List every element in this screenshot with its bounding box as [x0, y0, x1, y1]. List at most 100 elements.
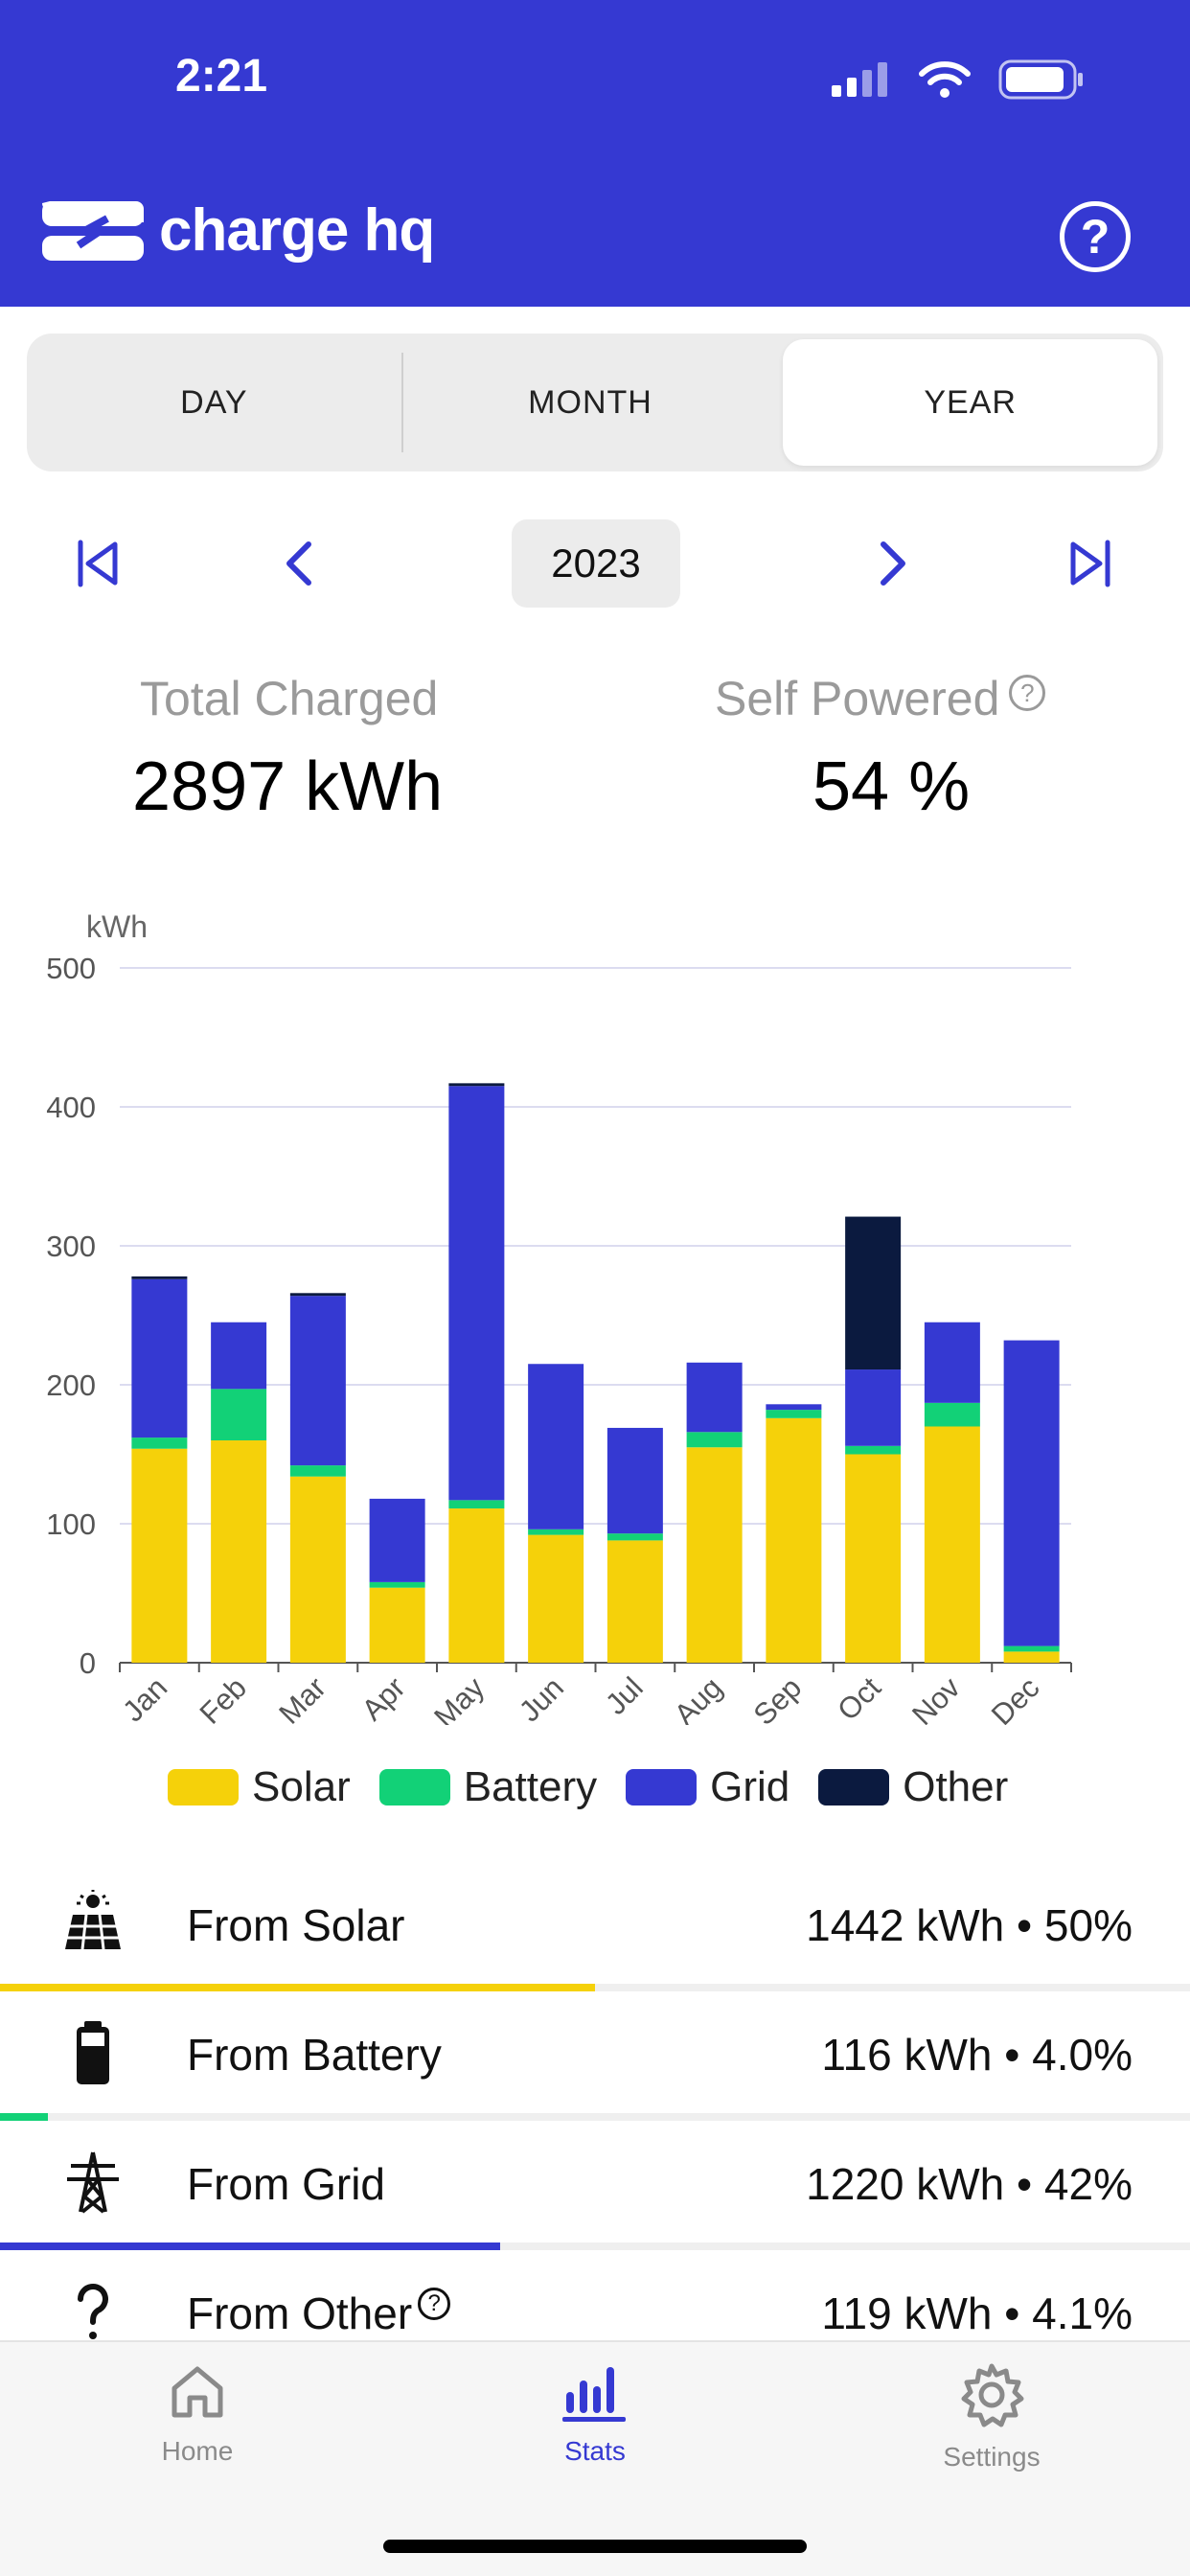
bar-grid-dec[interactable]: [1003, 1340, 1060, 1646]
x-tick-label: Jun: [513, 1670, 570, 1725]
legend-item-solar[interactable]: Solar: [168, 1763, 351, 1811]
y-tick-label: 300: [46, 1230, 96, 1263]
source-label-text: From Solar: [187, 1900, 405, 1950]
bottom-tab-bar: Home Stats Settings: [0, 2340, 1190, 2576]
bar-grid-jan[interactable]: [131, 1278, 188, 1438]
source-label: From Other?: [187, 2288, 451, 2339]
first-period-button[interactable]: [69, 535, 126, 592]
tab-stats-label: Stats: [564, 2436, 626, 2466]
bar-other-jan[interactable]: [131, 1276, 188, 1279]
bar-solar-aug[interactable]: [686, 1447, 743, 1663]
legend-swatch: [378, 1769, 450, 1806]
legend-item-battery[interactable]: Battery: [378, 1763, 598, 1811]
legend-swatch: [626, 1769, 698, 1806]
tab-year[interactable]: YEAR: [783, 339, 1158, 466]
battery-status-icon: [998, 59, 1083, 100]
gear-icon: [961, 2363, 1024, 2427]
bar-battery-jul[interactable]: [606, 1533, 663, 1541]
bar-other-may[interactable]: [448, 1083, 505, 1087]
legend-label: Battery: [463, 1763, 598, 1810]
bar-grid-apr[interactable]: [369, 1498, 425, 1582]
pylon-icon: [59, 2149, 126, 2216]
bar-battery-nov[interactable]: [924, 1402, 980, 1427]
bar-solar-sep[interactable]: [766, 1417, 822, 1663]
bar-solar-apr[interactable]: [369, 1587, 425, 1663]
bar-grid-nov[interactable]: [924, 1322, 980, 1403]
bar-battery-may[interactable]: [448, 1500, 505, 1509]
tab-stats[interactable]: Stats: [499, 2361, 691, 2467]
bar-grid-mar[interactable]: [289, 1296, 346, 1466]
bar-solar-oct[interactable]: [845, 1454, 902, 1664]
bar-grid-jun[interactable]: [528, 1364, 584, 1530]
solar-panel-icon: [59, 1890, 126, 1957]
bar-battery-apr[interactable]: [369, 1581, 425, 1588]
y-tick-label: 200: [46, 1368, 96, 1402]
bar-solar-jan[interactable]: [131, 1448, 188, 1663]
bar-other-mar[interactable]: [289, 1293, 346, 1297]
bar-battery-oct[interactable]: [845, 1445, 902, 1455]
y-tick-label: 500: [46, 952, 96, 985]
source-row-from-other[interactable]: From Other? 119 kWh • 4.1%: [0, 2249, 1190, 2380]
bar-grid-jul[interactable]: [606, 1427, 663, 1534]
bar-solar-mar[interactable]: [289, 1476, 346, 1663]
skip-first-icon: [78, 540, 118, 587]
source-progress-track: [0, 2242, 1190, 2250]
brand-name: charge hq: [159, 197, 435, 264]
bar-battery-feb[interactable]: [211, 1389, 267, 1440]
help-button[interactable]: ?: [1060, 201, 1131, 272]
tab-settings-label: Settings: [943, 2442, 1041, 2472]
period-segmented-control: DAY MONTH YEAR: [27, 334, 1163, 472]
legend-item-grid[interactable]: Grid: [626, 1763, 790, 1811]
info-icon[interactable]: ?: [1009, 675, 1046, 711]
tab-home[interactable]: Home: [102, 2361, 293, 2467]
bar-battery-mar[interactable]: [289, 1465, 346, 1477]
bar-battery-sep[interactable]: [766, 1410, 822, 1418]
source-progress-fill: [0, 2113, 48, 2121]
x-tick-label: May: [427, 1670, 492, 1725]
bar-solar-jul[interactable]: [606, 1540, 663, 1663]
bar-solar-jun[interactable]: [528, 1534, 584, 1663]
bar-battery-dec[interactable]: [1003, 1645, 1060, 1652]
x-tick-label: Dec: [985, 1670, 1046, 1725]
chart-legend: Solar Battery Grid Other: [168, 1763, 1008, 1811]
bar-other-oct[interactable]: [845, 1216, 902, 1370]
legend-item-other[interactable]: Other: [818, 1763, 1008, 1811]
previous-period-button[interactable]: [270, 535, 328, 592]
signal-icon: [832, 62, 887, 97]
bar-grid-aug[interactable]: [686, 1362, 743, 1433]
bar-grid-oct[interactable]: [845, 1369, 902, 1446]
source-row-from-grid[interactable]: From Grid 1220 kWh • 42%: [0, 2120, 1190, 2250]
period-navigation: 2023: [0, 516, 1190, 611]
bar-solar-dec[interactable]: [1003, 1651, 1060, 1663]
legend-label: Other: [903, 1763, 1009, 1810]
bar-grid-sep[interactable]: [766, 1404, 822, 1411]
source-value: 119 kWh • 4.1%: [821, 2288, 1133, 2338]
tab-settings[interactable]: Settings: [896, 2361, 1087, 2472]
x-tick-label: Jul: [599, 1670, 650, 1721]
last-period-button[interactable]: [1062, 535, 1119, 592]
next-period-button[interactable]: [864, 535, 922, 592]
year-selector[interactable]: 2023: [512, 519, 680, 608]
bar-solar-may[interactable]: [448, 1508, 505, 1663]
tab-month[interactable]: MONTH: [528, 383, 652, 421]
source-label: From Battery: [187, 2029, 442, 2081]
tab-day[interactable]: DAY: [180, 383, 248, 421]
y-tick-label: 0: [80, 1646, 96, 1680]
self-powered-text: Self Powered: [715, 672, 1000, 725]
self-powered-label: Self Powered?: [715, 671, 1046, 726]
bar-grid-feb[interactable]: [211, 1322, 267, 1390]
bar-battery-jun[interactable]: [528, 1529, 584, 1535]
x-tick-label: Nov: [905, 1670, 967, 1725]
bar-grid-may[interactable]: [448, 1086, 505, 1501]
status-icons: [832, 59, 1085, 100]
bar-battery-jan[interactable]: [131, 1438, 188, 1449]
bar-solar-nov[interactable]: [924, 1426, 980, 1664]
source-row-from-battery[interactable]: From Battery 116 kWh • 4.0%: [0, 1990, 1190, 2121]
info-icon[interactable]: ?: [418, 2288, 451, 2320]
y-axis-unit: kWh: [86, 909, 148, 944]
x-tick-label: Apr: [355, 1670, 412, 1725]
source-progress-fill: [0, 2242, 500, 2250]
bar-battery-aug[interactable]: [686, 1432, 743, 1448]
bar-solar-feb[interactable]: [211, 1440, 267, 1663]
source-row-from-solar[interactable]: From Solar 1442 kWh • 50%: [0, 1861, 1190, 1991]
